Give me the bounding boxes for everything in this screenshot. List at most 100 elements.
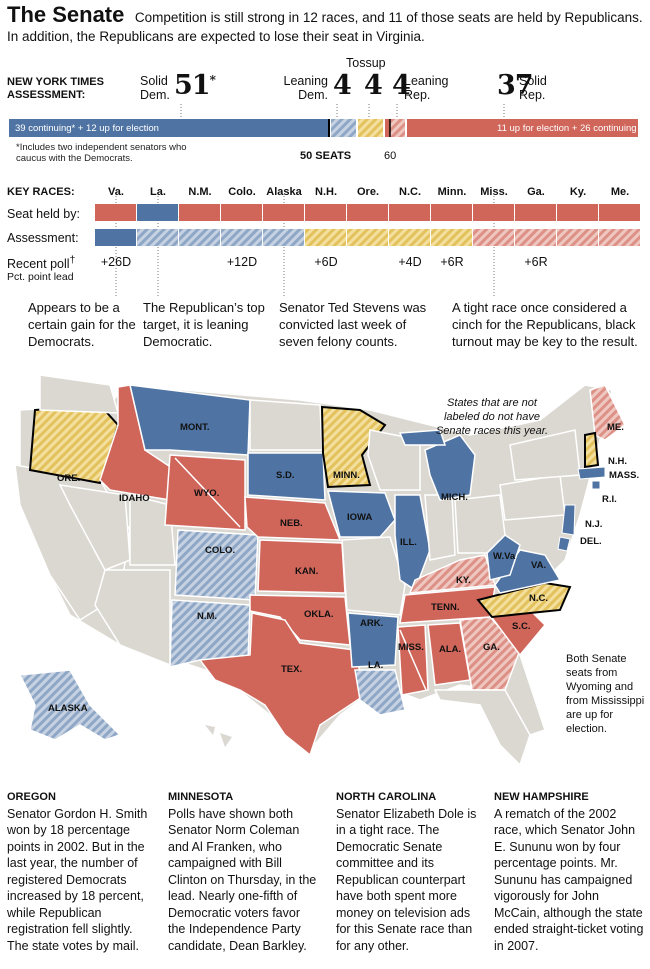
map-label: LA. bbox=[368, 660, 384, 671]
map-label: IOWA bbox=[347, 512, 373, 523]
map-label: S.D. bbox=[276, 470, 295, 481]
map-label: ALA. bbox=[439, 644, 462, 655]
seat-held-cell bbox=[95, 204, 136, 221]
state-la bbox=[354, 669, 406, 716]
assessment-cell bbox=[599, 229, 640, 246]
solid-dem-value: 51* bbox=[174, 70, 216, 101]
seat-held-cell bbox=[515, 204, 556, 221]
state-ark bbox=[347, 612, 399, 668]
section-north-carolina: NORTH CAROLINA Senator Elizabeth Dole is … bbox=[336, 791, 477, 953]
assessment-leaders bbox=[180, 104, 505, 118]
map-label: MINN. bbox=[333, 470, 360, 481]
note-va: Appears to be a certain gain for the Dem… bbox=[28, 300, 136, 349]
state-mich bbox=[424, 434, 476, 501]
footnote: *Includes two independent senators who c… bbox=[16, 142, 187, 164]
seat-held-cell bbox=[137, 204, 178, 221]
map-label: DEL. bbox=[580, 536, 602, 547]
state-ut bbox=[129, 494, 176, 566]
key-race-state: Minn. bbox=[437, 186, 467, 198]
state-okla bbox=[249, 594, 351, 646]
poll-value: +6R bbox=[440, 255, 464, 269]
state-neb bbox=[244, 496, 342, 541]
assessment-cell bbox=[473, 229, 514, 246]
poll-value: +4D bbox=[398, 255, 422, 269]
key-race-state: N.C. bbox=[399, 186, 421, 198]
key-race-state: Va. bbox=[108, 186, 124, 198]
leaning-dem-label: Leaning Dem. bbox=[283, 74, 329, 102]
solid-rep-label: Solid Rep. bbox=[519, 74, 547, 102]
page-title: The Senate bbox=[7, 2, 125, 27]
section-new-hampshire: NEW HAMPSHIRE A rematch of the 2002 race,… bbox=[494, 791, 644, 953]
state-sd bbox=[247, 452, 326, 501]
map-label: ALASKA bbox=[48, 703, 88, 714]
assessment-cell bbox=[389, 229, 430, 246]
state-nd bbox=[249, 399, 323, 451]
assessment-cell bbox=[305, 229, 346, 246]
poll-value: +6D bbox=[314, 255, 338, 269]
map-label: NEB. bbox=[280, 518, 303, 529]
note-la: The Republican’s top target, it is leani… bbox=[143, 300, 265, 349]
solid-dem-label: Solid Dem. bbox=[140, 74, 170, 102]
map-label: N.M. bbox=[197, 611, 218, 622]
section-oregon: OREGON Senator Gordon H. Smith won by 18 … bbox=[7, 791, 148, 953]
seat-held-cell bbox=[305, 204, 346, 221]
recent-poll-label: Recent poll† bbox=[7, 255, 76, 272]
state-tex bbox=[198, 612, 366, 757]
state-nj bbox=[561, 504, 576, 536]
key-race-state: Colo. bbox=[228, 186, 256, 198]
state-oh bbox=[454, 494, 506, 554]
seat-held-cell bbox=[263, 204, 304, 221]
tossup-label: Tossup bbox=[346, 56, 386, 70]
map-label: ME. bbox=[607, 422, 624, 433]
key-race-state: Ga. bbox=[527, 186, 545, 198]
note-alaska: Senator Ted Stevens was convicted last w… bbox=[279, 300, 427, 349]
seat-held-cell bbox=[221, 204, 262, 221]
leaning-dem-value: 4 bbox=[333, 70, 352, 101]
map-label: ORE. bbox=[57, 473, 81, 484]
map-label: TENN. bbox=[431, 602, 460, 613]
assessment-cell bbox=[179, 229, 220, 246]
state-iowa bbox=[327, 490, 396, 538]
leaning-rep-value: 4 bbox=[392, 70, 411, 101]
key-race-state: Me. bbox=[610, 186, 630, 198]
map-label: R.I. bbox=[602, 494, 617, 505]
header: The Senate Competition is still strong i… bbox=[7, 2, 647, 46]
rep-bar-text: 11 up for election + 26 continuing bbox=[497, 123, 637, 134]
fifty-seats-label: 50 SEATS bbox=[300, 150, 352, 162]
key-race-state: Ky. bbox=[569, 186, 587, 198]
dem-bar-text: 39 continuing* + 12 up for election bbox=[15, 123, 159, 134]
assessment-label: NEW YORK TIMES ASSESSMENT: bbox=[7, 76, 104, 101]
seat-held-cell bbox=[599, 204, 640, 221]
assessment-cell bbox=[515, 229, 556, 246]
assessment-cell bbox=[137, 229, 178, 246]
key-race-state: Alaska bbox=[266, 186, 302, 198]
assessment-cell bbox=[431, 229, 472, 246]
seat-bar bbox=[9, 119, 638, 137]
key-races-label: KEY RACES: bbox=[7, 186, 75, 198]
map-label: MASS. bbox=[609, 470, 640, 481]
assessment-cell bbox=[95, 229, 136, 246]
seat-held-cell bbox=[179, 204, 220, 221]
map-label: S.C. bbox=[512, 621, 531, 632]
state-az bbox=[94, 569, 171, 667]
state-mo bbox=[341, 536, 406, 616]
key-race-state: Miss. bbox=[480, 186, 508, 198]
map-label: MONT. bbox=[180, 422, 210, 433]
state-minn bbox=[320, 405, 387, 489]
seat-held-cell bbox=[431, 204, 472, 221]
state-colo bbox=[174, 529, 259, 601]
state-kan bbox=[257, 539, 346, 594]
state-mont bbox=[129, 384, 251, 456]
leaning-rep-label: Leaning Rep. bbox=[404, 74, 449, 102]
key-race-state: La. bbox=[150, 186, 166, 198]
state-tenn bbox=[399, 586, 496, 624]
seat-held-cell bbox=[347, 204, 388, 221]
assessment-row-label: Assessment: bbox=[7, 231, 79, 245]
key-race-grid bbox=[95, 196, 640, 296]
state-ri bbox=[591, 480, 601, 490]
poll-value: +12D bbox=[226, 255, 258, 269]
map-label: N.J. bbox=[585, 519, 603, 530]
state-del bbox=[557, 536, 571, 552]
map-label: W.Va bbox=[493, 551, 516, 562]
seat-held-label: Seat held by: bbox=[7, 207, 80, 221]
